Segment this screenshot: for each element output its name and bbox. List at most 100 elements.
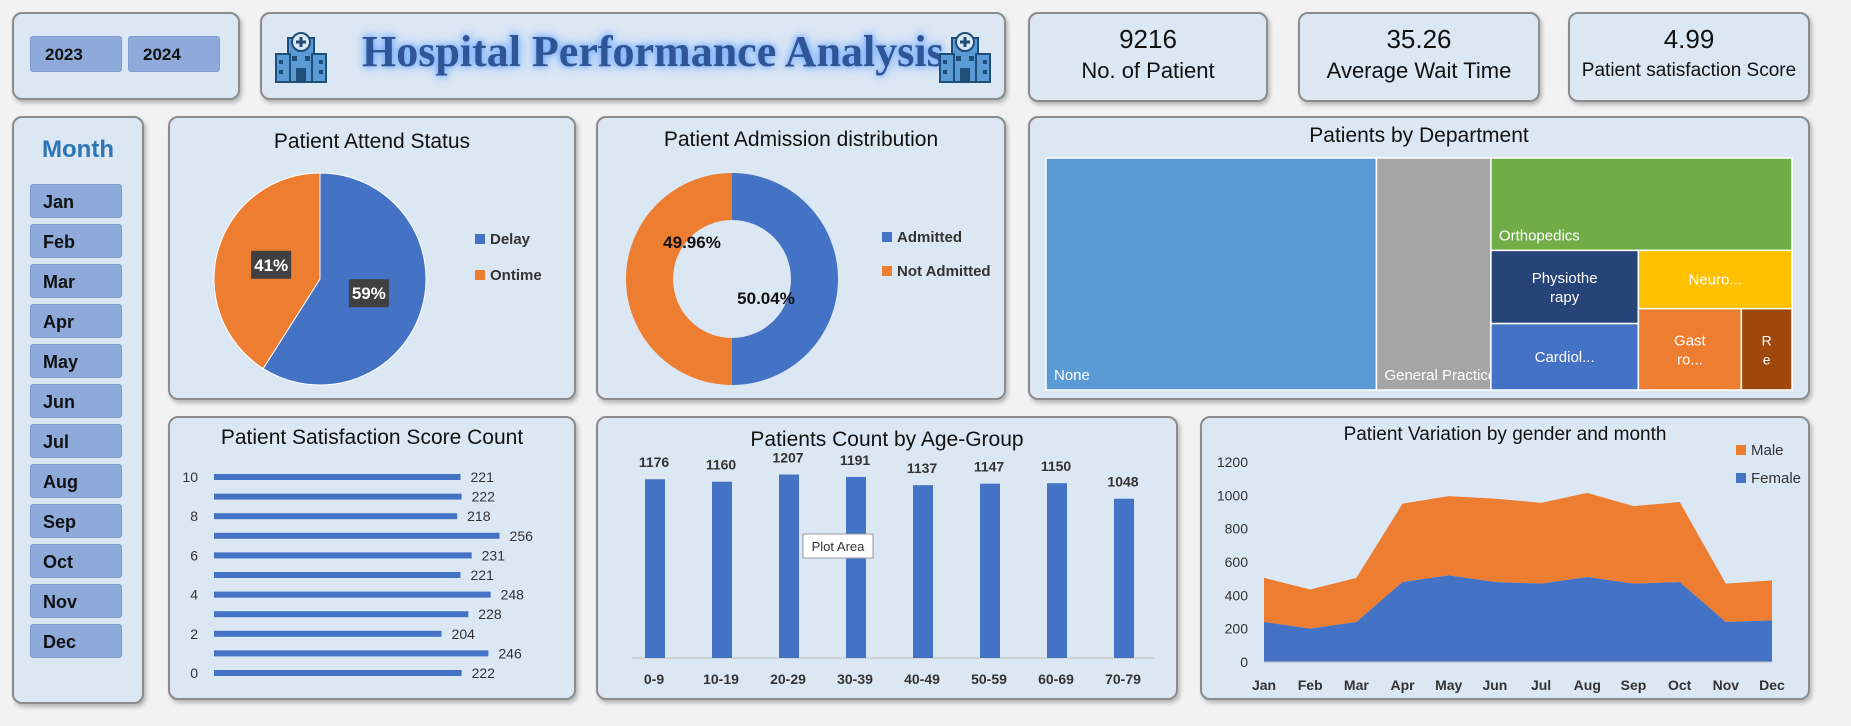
month-button-jan[interactable]: Jan [30, 184, 122, 218]
data-label: 1176 [639, 454, 670, 470]
y-tick-label: 1000 [1217, 487, 1248, 503]
year-button-2024[interactable]: 2024 [128, 36, 220, 72]
bar-score-7 [214, 532, 500, 539]
bar-age-0-9 [645, 479, 665, 658]
data-label: 222 [472, 665, 496, 681]
month-button-sep[interactable]: Sep [30, 504, 122, 538]
kpi-card-wait-time: 35.26 Average Wait Time [1298, 12, 1540, 102]
data-label: 246 [498, 645, 522, 661]
department-treemap: None General Practice Orthopedics Physiothe… [1045, 157, 1793, 391]
kpi-value: 4.99 [1663, 24, 1715, 54]
chart-title: Patients Count by Age-Group [750, 428, 1024, 451]
data-label: 222 [472, 489, 496, 505]
title-banner: Hospital Performance Analysis [260, 12, 1006, 100]
data-label-box [251, 250, 292, 279]
legend-swatch [475, 270, 485, 280]
month-button-jun[interactable]: Jun [30, 384, 122, 418]
chart-title: Patient Variation by gender and month [1343, 424, 1667, 445]
chart-title: Patient Admission distribution [663, 128, 939, 151]
tick-label: 8 [190, 508, 198, 524]
bar-score-6 [214, 552, 472, 559]
x-tick-label: Jul [1531, 677, 1551, 693]
month-button-apr[interactable]: Apr [30, 304, 122, 338]
x-tick-label: Nov [1713, 677, 1740, 693]
data-label: 231 [482, 547, 506, 563]
tick-label: 4 [190, 587, 198, 603]
data-label: 228 [478, 606, 502, 622]
data-label: 50.04% [737, 289, 795, 308]
tick-label: 50-59 [971, 671, 1007, 687]
data-label: 1160 [706, 457, 737, 473]
kpi-label: Average Wait Time [1326, 58, 1512, 83]
admission-donut-chart: 50.04% 49.96% Admitted Not Admitted [625, 173, 991, 385]
month-button-nov[interactable]: Nov [30, 584, 122, 618]
bar-age-40-49 [913, 485, 933, 658]
chart-title: Patients by Department [1309, 124, 1529, 147]
department-card: Patients by Department None General Pract… [1028, 116, 1810, 400]
year-button-2023[interactable]: 2023 [30, 36, 122, 72]
bar-age-60-69 [1047, 483, 1067, 658]
kpi-label: No. of Patient [1081, 58, 1215, 83]
kpi-card-patients: 9216 No. of Patient [1028, 12, 1268, 102]
legend-label: Delay [490, 231, 531, 248]
month-button-may[interactable]: May [30, 344, 122, 378]
tick-label: 0 [190, 665, 198, 681]
legend-swatch [882, 266, 892, 276]
data-label-box [348, 279, 389, 308]
agegroup-bar-chart: 1176 0-9 1160 10-19 1207 20-29 1191 30-39 1137 40… [632, 450, 1154, 687]
tooltip-box [802, 533, 874, 559]
data-label: 1137 [907, 460, 938, 476]
bar-age-10-19 [712, 481, 732, 658]
treemap-tile-neurology [1637, 249, 1793, 310]
donut-slice-not-admitted [625, 173, 732, 385]
month-button-oct[interactable]: Oct [30, 544, 122, 578]
bar-score-1 [214, 650, 489, 657]
bar-score-0 [214, 670, 462, 676]
month-button-jul[interactable]: Jul [30, 424, 122, 458]
tick-label: 30-39 [837, 671, 873, 687]
legend-swatch [1736, 473, 1746, 483]
bar-age-30-39 [846, 476, 866, 658]
treemap-label: Neuro... [1689, 272, 1742, 289]
treemap-label: e [1763, 351, 1771, 367]
month-button-feb[interactable]: Feb [30, 224, 122, 258]
tooltip-text: Plot Area [812, 539, 866, 554]
treemap-label: Gast [1674, 332, 1707, 349]
pie-slice-delay [262, 172, 427, 386]
treemap-label: Cardiol... [1535, 349, 1595, 366]
chart-title: Patient Attend Status [273, 130, 471, 153]
legend-label: Not Admitted [897, 263, 991, 280]
month-button-dec[interactable]: Dec [30, 624, 122, 658]
tick-label: 6 [190, 547, 198, 563]
month-button-aug[interactable]: Aug [30, 464, 122, 498]
admission-card: Patient Admission distribution 50.04% 49.… [596, 116, 1006, 400]
treemap-tile-renal [1740, 307, 1793, 391]
legend-swatch [475, 234, 485, 244]
data-label: 221 [471, 567, 495, 583]
legend-label: Admitted [897, 229, 962, 246]
tick-label: 70-79 [1105, 671, 1141, 687]
y-tick-label: 1200 [1217, 454, 1248, 470]
hospital-icon [939, 32, 991, 83]
bar-score-5 [214, 572, 461, 578]
data-label: 248 [501, 587, 525, 603]
data-label: 221 [471, 469, 495, 485]
agegroup-card: Patients Count by Age-Group 1176 0-9 1160 1… [596, 416, 1178, 700]
data-label: 41% [254, 256, 288, 275]
treemap-label: R [1762, 332, 1772, 348]
attend-pie-chart: 59% 41% Delay Ontime [213, 172, 542, 386]
month-button-mar[interactable]: Mar [30, 264, 122, 298]
treemap-tile-general-practice [1375, 157, 1492, 391]
treemap-label: General Practice [1384, 367, 1496, 384]
year-slicer: 2023 2024 [12, 12, 240, 100]
area-series-female [1264, 575, 1772, 662]
x-tick-label: Feb [1298, 677, 1323, 693]
x-tick-label: Apr [1390, 677, 1415, 693]
tick-label: 10-19 [703, 671, 739, 687]
bar-age-20-29 [779, 474, 799, 658]
bar-score-3 [214, 611, 469, 618]
area-series-male [1264, 492, 1772, 629]
treemap-tile-gastroenterology [1637, 307, 1743, 391]
y-tick-label: 0 [1240, 654, 1248, 670]
